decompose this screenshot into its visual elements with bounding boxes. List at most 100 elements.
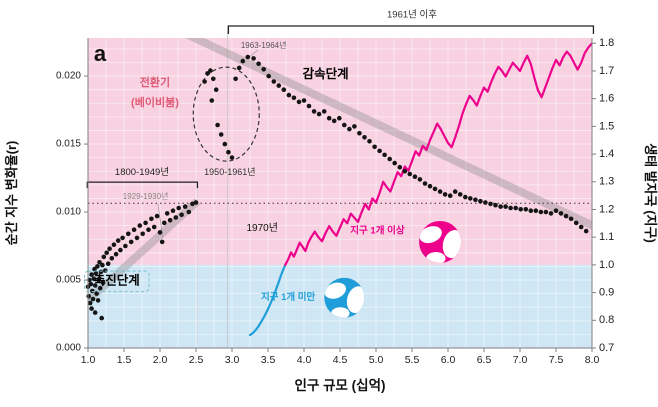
data-point [281,87,287,92]
ecological-footprint-line-above-one [284,42,592,266]
left-tick-label: 0.010 [56,207,81,218]
ecological-footprint-line-below-one [248,263,287,337]
label-earth-more-than-one: 지구 1개 이상 [350,225,405,237]
data-point [146,227,151,232]
data-point [276,83,282,88]
data-point [154,213,160,219]
data-point [94,291,99,296]
data-point [372,144,377,150]
label-since-1961: 1961년 이후 [387,10,437,21]
data-point [95,264,100,269]
data-point [182,204,188,209]
earth-landmass [346,286,365,314]
data-point [558,211,564,216]
data-point [306,103,312,109]
data-point [493,202,498,208]
data-point [88,281,94,287]
data-point [266,73,272,79]
data-point [97,285,103,291]
data-point [357,130,362,136]
data-point [186,209,192,215]
data-point [377,148,382,154]
data-point [362,135,367,140]
data-point [137,223,143,228]
data-point [568,216,574,222]
data-point [162,220,167,226]
right-tick-label: 1.1 [599,231,614,243]
data-point [190,201,195,207]
x-tick-label: 8.0 [585,354,600,366]
right-tick-label: 0.9 [599,286,614,298]
data-point [104,250,109,256]
data-point [126,231,131,237]
data-point [498,204,503,209]
right-tick-label: 1.7 [599,65,614,77]
data-point [205,71,210,76]
data-point [473,197,478,203]
left-tick-label: 0.015 [56,139,81,150]
left-axis-title: 순간 지수 변화율(r) [4,141,19,246]
right-tick-label: 1.0 [599,259,614,271]
data-point [202,79,207,84]
data-point [213,87,219,92]
x-tick-label: 6.0 [441,354,456,366]
data-point [113,251,119,257]
data-point [233,76,238,82]
label-1963-1964: 1963-1964년 [241,40,287,50]
data-point [311,109,317,114]
label-acceleration-phase: 촉진단계 [94,273,140,288]
data-point [151,224,157,230]
data-point [92,310,98,315]
data-point [173,215,179,220]
data-point [105,261,111,267]
data-point [100,262,105,268]
data-point [563,213,569,219]
data-point [92,266,97,272]
right-tick-label: 1.2 [599,203,614,215]
data-point [347,126,352,132]
panel-label: a [94,41,107,66]
label-1800-1949: 1800-1949년 [115,167,169,178]
data-point [120,235,125,241]
data-point [468,196,473,201]
data-point [101,254,107,260]
data-point [140,231,145,237]
x-tick-label: 6.5 [477,354,492,366]
data-point [134,235,140,241]
data-point [109,255,115,261]
left-tick-label: 0.000 [56,343,81,354]
data-point [337,115,342,121]
data-point [159,239,165,245]
data-point [89,306,94,311]
data-point [432,186,438,192]
data-point [236,65,242,71]
x-tick-label: 1.0 [81,354,96,366]
data-point [218,132,224,137]
data-point [93,270,99,276]
data-point [528,208,534,213]
data-point [367,139,372,144]
data-point [422,181,428,186]
data-point [209,98,215,103]
label-earth-less-than-one: 지구 1개 미만 [261,291,316,303]
data-point [392,160,398,166]
data-point [164,211,170,216]
data-point [543,209,549,215]
data-point [583,228,589,234]
data-point [342,122,347,128]
data-point [352,124,357,129]
data-point [407,171,413,177]
data-point [457,192,463,197]
left-tick-label: 0.020 [56,71,81,82]
left-tick-label: 0.005 [56,275,81,286]
data-point [131,227,137,232]
data-point [463,194,468,200]
data-point [316,111,322,117]
label-deceleration-phase: 감속단계 [303,66,349,81]
data-point [251,56,256,61]
right-tick-label: 1.6 [599,93,614,105]
data-point [118,247,123,253]
data-point [240,58,246,64]
earth-landmass [419,226,442,244]
